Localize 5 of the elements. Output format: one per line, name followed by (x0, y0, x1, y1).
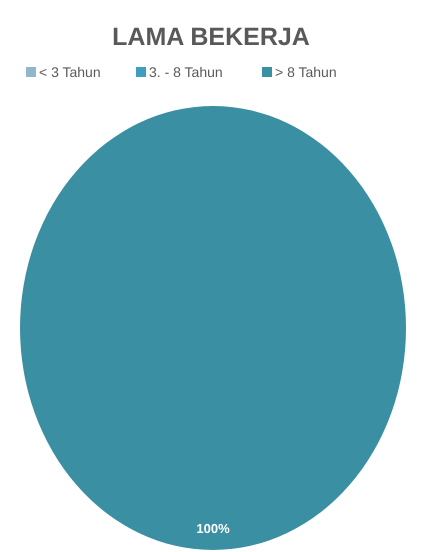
legend-label: 3. - 8 Tahun (149, 64, 223, 80)
chart-title: LAMA BEKERJA (112, 23, 310, 51)
legend-label: > 8 Tahun (275, 64, 337, 80)
data-label: 100% (196, 520, 230, 536)
legend-label: < 3 Tahun (39, 64, 101, 80)
